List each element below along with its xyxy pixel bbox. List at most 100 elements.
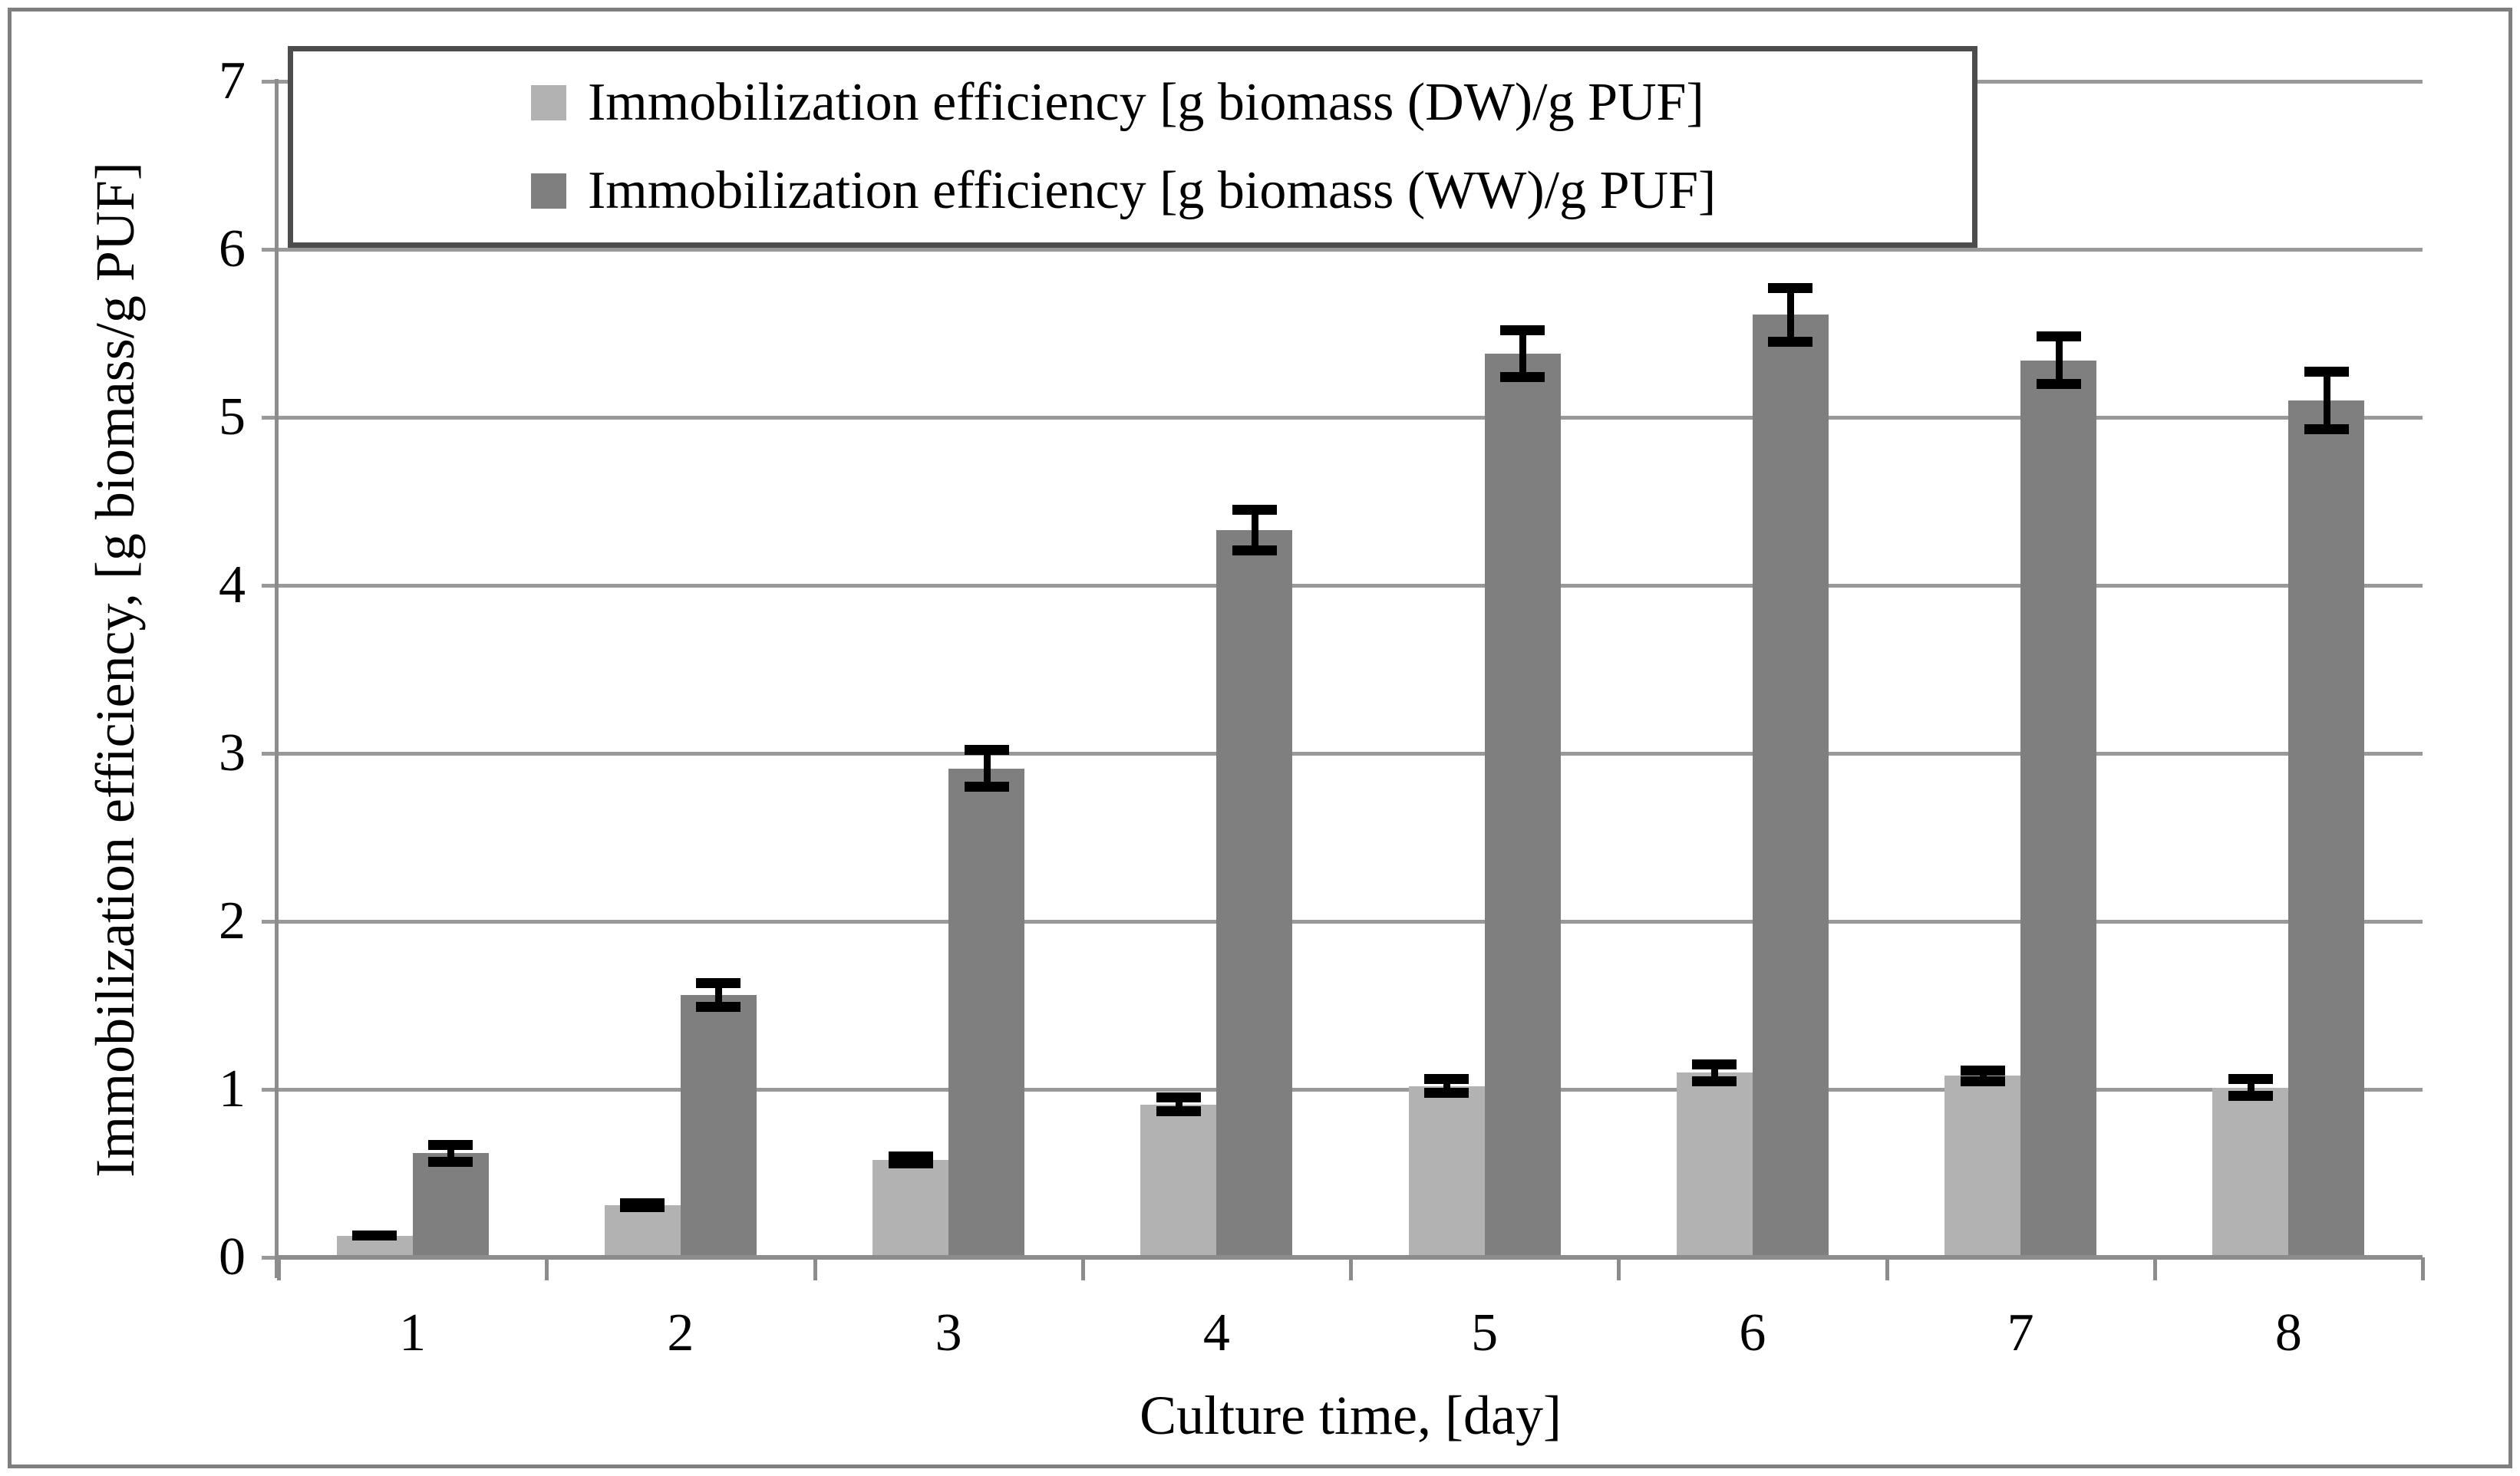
- error-bar-cap-top: [1500, 325, 1545, 335]
- error-bar-dw-day7: [1960, 1066, 2005, 1086]
- x-tick-mark-7: [2152, 1257, 2157, 1280]
- bar-ww-day2: [680, 995, 757, 1257]
- error-bar-cap-bot: [1232, 545, 1277, 555]
- error-bar-cap-bot: [964, 782, 1009, 792]
- legend-label-dw: Immobilization efficiency [g biomass (DW…: [588, 73, 1704, 133]
- error-bar-stem: [1787, 282, 1795, 348]
- legend-item-ww: Immobilization efficiency [g biomass (WW…: [531, 160, 1972, 222]
- error-bar-cap-bot: [1768, 337, 1813, 348]
- error-bar-ww-day8: [2304, 367, 2349, 434]
- error-bar-stem: [1711, 1059, 1719, 1086]
- error-bar-stem: [2055, 331, 2063, 389]
- error-bar-cap-bot: [620, 1201, 665, 1212]
- error-bar-stem: [1443, 1074, 1451, 1098]
- error-bar-ww-day4: [1232, 504, 1277, 555]
- figure-border: [8, 8, 2512, 1468]
- y-axis-title: Immobilization efficiency, [g biomass/g …: [84, 162, 146, 1178]
- bar-ww-day5: [1484, 353, 1561, 1257]
- bar-dw-day4: [1140, 1104, 1217, 1257]
- x-axis-line: [275, 1255, 2423, 1260]
- error-bar-stem: [2323, 367, 2330, 434]
- gridline-6: [279, 248, 2423, 252]
- bar-dw-day2: [604, 1205, 681, 1257]
- x-tick-mark-6: [1885, 1257, 1889, 1280]
- gridline-3: [279, 752, 2423, 756]
- y-tick-label-7: 7: [219, 51, 246, 110]
- error-bar-stem: [983, 745, 991, 792]
- y-tick-mark-0: [262, 1256, 279, 1260]
- x-tick-label-3: 3: [935, 1303, 962, 1362]
- legend-swatch-dw: [531, 85, 566, 121]
- error-bar-cap-top: [1424, 1074, 1469, 1085]
- y-tick-label-2: 2: [219, 891, 246, 951]
- error-bar-ww-day1: [428, 1139, 473, 1167]
- error-bar-cap-top: [1232, 504, 1277, 515]
- error-bar-cap-bot: [888, 1158, 933, 1168]
- error-bar-stem: [2247, 1074, 2254, 1102]
- x-tick-mark-3: [1080, 1257, 1085, 1280]
- x-tick-mark-5: [1617, 1257, 1621, 1280]
- bar-ww-day4: [1216, 529, 1293, 1257]
- error-bar-dw-day1: [352, 1230, 397, 1241]
- error-bar-cap-top: [428, 1139, 473, 1150]
- x-tick-label-6: 6: [1739, 1303, 1766, 1362]
- error-bar-stem: [1979, 1066, 1987, 1086]
- y-tick-mark-3: [262, 752, 279, 756]
- error-bar-cap-top: [1768, 282, 1813, 293]
- bar-ww-day6: [1752, 315, 1829, 1257]
- error-bar-cap-bot: [1424, 1087, 1469, 1098]
- error-bar-ww-day6: [1768, 282, 1813, 348]
- error-bar-stem: [1519, 325, 1527, 382]
- error-bar-dw-day5: [1424, 1074, 1469, 1098]
- y-tick-label-3: 3: [219, 723, 246, 782]
- bar-dw-day6: [1676, 1072, 1753, 1257]
- y-tick-mark-1: [262, 1088, 279, 1092]
- error-bar-cap-top: [2228, 1074, 2273, 1085]
- error-bar-cap-bot: [2228, 1091, 2273, 1102]
- x-tick-mark-0: [277, 1257, 281, 1280]
- gridline-5: [279, 416, 2423, 420]
- error-bar-cap-bot: [428, 1156, 473, 1167]
- error-bar-ww-day5: [1500, 325, 1545, 382]
- error-bar-stem: [1175, 1092, 1182, 1117]
- legend-item-dw: Immobilization efficiency [g biomass (DW…: [531, 72, 1972, 133]
- error-bar-stem: [715, 978, 723, 1013]
- bar-ww-day3: [948, 768, 1025, 1257]
- error-bar-stem: [1251, 504, 1258, 555]
- x-tick-mark-2: [813, 1257, 817, 1280]
- error-bar-dw-day8: [2228, 1074, 2273, 1102]
- error-bar-cap-bot: [1156, 1106, 1201, 1117]
- error-bar-cap-top: [1156, 1092, 1201, 1103]
- x-axis-title: Culture time, [day]: [1140, 1385, 1562, 1446]
- x-tick-label-2: 2: [667, 1303, 694, 1362]
- x-tick-mark-4: [1349, 1257, 1353, 1280]
- error-bar-cap-bot: [2036, 378, 2081, 389]
- error-bar-cap-top: [1692, 1059, 1737, 1069]
- bar-ww-day7: [2020, 360, 2097, 1257]
- error-bar-cap-top: [2036, 331, 2081, 342]
- bar-dw-day7: [1944, 1076, 2021, 1257]
- error-bar-cap-top: [964, 745, 1009, 756]
- y-tick-label-0: 0: [219, 1227, 246, 1287]
- x-tick-label-8: 8: [2274, 1303, 2302, 1362]
- y-tick-mark-6: [262, 248, 279, 252]
- y-tick-mark-4: [262, 584, 279, 588]
- y-tick-label-5: 5: [219, 387, 246, 446]
- gridline-2: [279, 920, 2423, 924]
- y-tick-mark-7: [262, 80, 279, 84]
- bar-dw-day5: [1408, 1086, 1485, 1257]
- y-tick-label-4: 4: [219, 555, 246, 614]
- error-bar-dw-day6: [1692, 1059, 1737, 1086]
- error-bar-cap-bot: [352, 1231, 397, 1241]
- error-bar-cap-bot: [1500, 372, 1545, 382]
- gridline-4: [279, 584, 2423, 588]
- error-bar-ww-day7: [2036, 331, 2081, 389]
- y-tick-mark-2: [262, 920, 279, 924]
- legend-swatch-ww: [531, 173, 566, 209]
- error-bar-cap-top: [696, 978, 741, 989]
- error-bar-dw-day4: [1156, 1092, 1201, 1117]
- x-tick-label-4: 4: [1202, 1303, 1230, 1362]
- error-bar-cap-bot: [696, 1002, 741, 1013]
- x-tick-label-7: 7: [2007, 1303, 2034, 1362]
